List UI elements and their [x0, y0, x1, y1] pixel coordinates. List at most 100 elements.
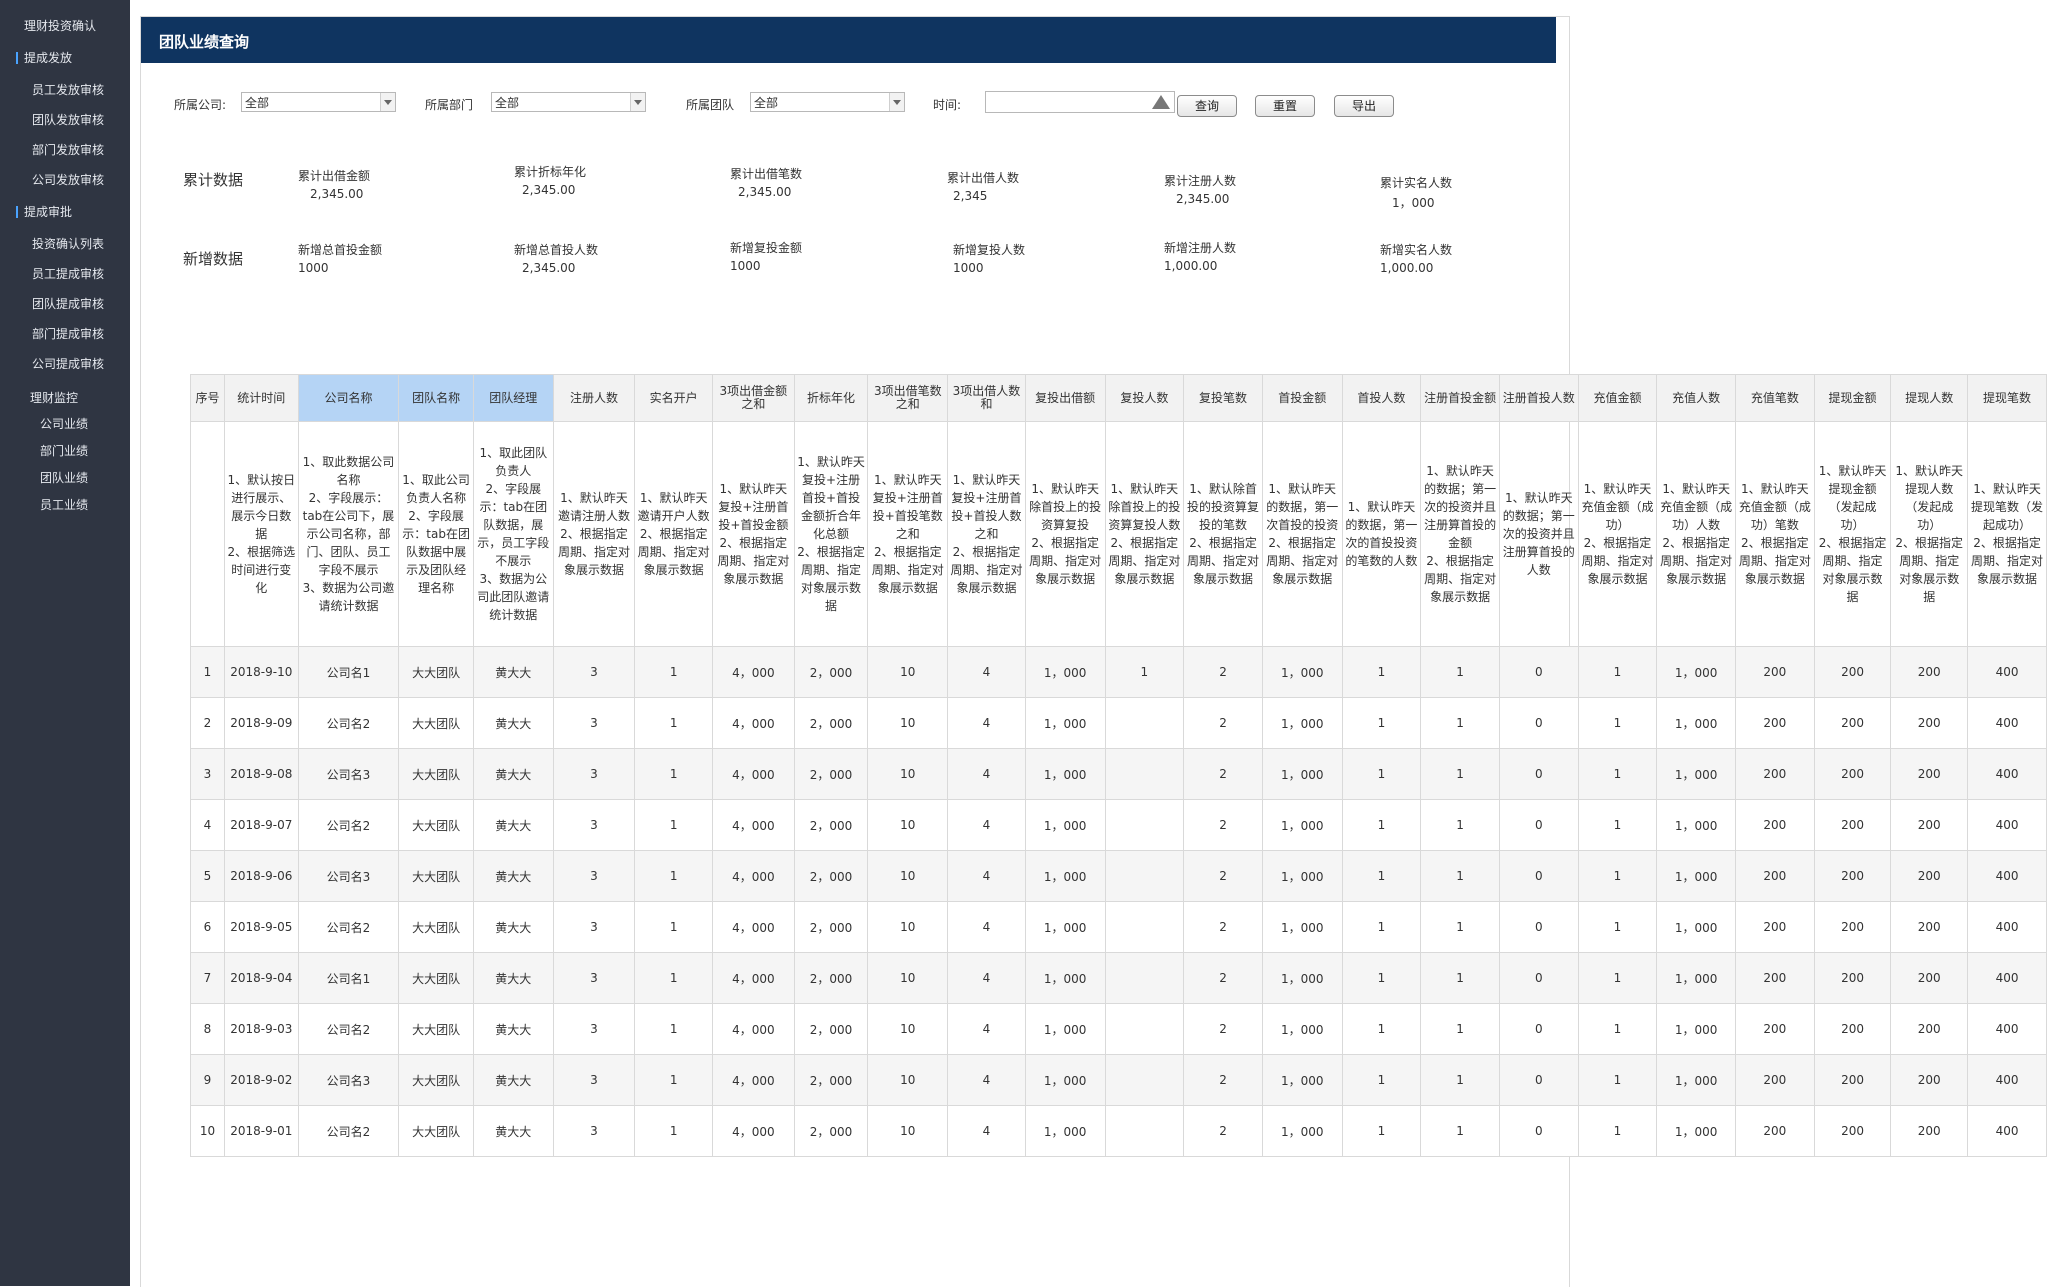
column-header[interactable]: 团队经理 [472, 374, 554, 422]
table-cell: 1，000 [1656, 697, 1736, 749]
sidebar-group-commission-payout[interactable]: 提成发放 [0, 48, 154, 68]
table-row[interactable]: 6 2018-9-05 公司名2 大大团队 黄大大 3 1 4，000 2，000 10 4 1，00… [190, 901, 2047, 953]
table-cell: 1，000 [1656, 850, 1736, 902]
column-header[interactable]: 复投出借额 [1024, 374, 1106, 422]
column-header[interactable]: 提现人数 [1890, 374, 1969, 422]
sidebar-item-company-payout-review[interactable]: 公司发放审核 [0, 170, 162, 190]
column-header[interactable]: 首投金额 [1261, 374, 1343, 422]
stat-label: 新增实名人数 [1380, 243, 1453, 257]
sidebar-group-finance-monitor[interactable]: 理财监控 [0, 388, 160, 408]
sidebar-item-label: 公司发放审核 [32, 173, 105, 187]
company-select[interactable]: 全部 [241, 92, 396, 112]
column-header[interactable]: 折标年化 [793, 374, 869, 422]
column-header[interactable]: 注册人数 [552, 374, 636, 422]
table-cell: 1，000 [1024, 1054, 1106, 1106]
column-header[interactable]: 3项出借金额之和 [712, 374, 795, 422]
table-row[interactable]: 8 2018-9-03 公司名2 大大团队 黄大大 3 1 4，000 2，000 10 4 1，00… [190, 1003, 2047, 1055]
sidebar-item-employee-commission-review[interactable]: 员工提成审核 [0, 264, 162, 284]
column-description: 1、默认昨天的数据；第一次的投资并且注册算首投的人数 [1498, 421, 1579, 647]
table-cell: 1 [1577, 901, 1658, 953]
chevron-down-icon[interactable] [630, 93, 645, 111]
table-cell: 200 [1735, 748, 1815, 800]
column-header[interactable]: 提现金额 [1813, 374, 1892, 422]
table-row[interactable]: 7 2018-9-04 公司名1 大大团队 黄大大 3 1 4，000 2，000 10 4 1，00… [190, 952, 2047, 1004]
sidebar-group-commission-approval[interactable]: 提成审批 [0, 202, 154, 222]
table-cell: 10 [867, 901, 949, 953]
column-header[interactable]: 首投人数 [1341, 374, 1422, 422]
table-cell: 1 [1341, 850, 1422, 902]
table-row[interactable]: 5 2018-9-06 公司名3 大大团队 黄大大 3 1 4，000 2，000 10 4 1，00… [190, 850, 2047, 902]
sidebar-item-team-performance[interactable]: 团队业绩 [0, 468, 170, 488]
table-cell: 大大团队 [398, 697, 474, 749]
time-input[interactable] [985, 91, 1175, 113]
column-header[interactable]: 序号 [190, 374, 225, 422]
table-row[interactable]: 4 2018-9-07 公司名2 大大团队 黄大大 3 1 4，000 2，000 10 4 1，00… [190, 799, 2047, 851]
sidebar-item-company-performance[interactable]: 公司业绩 [0, 414, 170, 434]
sidebar-item-label: 部门业绩 [40, 444, 89, 458]
table-cell: 4，000 [712, 646, 795, 698]
sidebar-item-employee-performance[interactable]: 员工业绩 [0, 495, 170, 515]
table-cell: 1 [1341, 901, 1422, 953]
column-header[interactable]: 注册首投金额 [1420, 374, 1500, 422]
sidebar-item-investment-confirm-list[interactable]: 投资确认列表 [0, 234, 162, 254]
column-header[interactable]: 充值人数 [1656, 374, 1736, 422]
column-header[interactable]: 统计时间 [223, 374, 299, 422]
column-description: 1、取此公司负责人名称 2、字段展示：tab在团队数据中展示及团队经理名称 [398, 421, 474, 647]
table-row[interactable]: 2 2018-9-09 公司名2 大大团队 黄大大 3 1 4，000 2，000 10 4 1，00… [190, 697, 2047, 749]
column-header[interactable]: 公司名称 [297, 374, 400, 422]
table-cell: 400 [1967, 697, 2047, 749]
stat-label: 新增复投金额 [730, 241, 803, 255]
triangle-up-icon[interactable] [1152, 95, 1170, 109]
table-cell: 1 [634, 1003, 714, 1055]
table-row[interactable]: 1 2018-9-10 公司名1 大大团队 黄大大 3 1 4，000 2，000 10 4 1，00… [190, 646, 2047, 698]
team-performance-table-wrapper: 序号 统计时间 公司名称 团队名称 团队经理 注册人数 实名开户 3项出借金额之和 折标年化 3项… [190, 374, 2047, 1157]
column-header[interactable]: 充值金额 [1577, 374, 1658, 422]
column-header[interactable]: 注册首投人数 [1498, 374, 1579, 422]
reset-button[interactable]: 重置 [1255, 95, 1315, 117]
team-select[interactable]: 全部 [750, 92, 905, 112]
sidebar-item-department-commission-review[interactable]: 部门提成审核 [0, 324, 162, 344]
sidebar-item-department-performance[interactable]: 部门业绩 [0, 441, 170, 461]
column-header[interactable]: 充值笔数 [1735, 374, 1815, 422]
stat-label: 累计出借金额 [298, 169, 371, 183]
column-header[interactable]: 提现笔数 [1967, 374, 2047, 422]
sidebar-item-company-commission-review[interactable]: 公司提成审核 [0, 354, 162, 374]
stat-label: 新增复投人数 [953, 243, 1026, 257]
table-cell: 大大团队 [398, 1105, 474, 1157]
table-cell: 2，000 [793, 850, 869, 902]
sidebar-item-investment-confirm[interactable]: 理财投资确认 [0, 16, 154, 36]
chevron-down-icon[interactable] [889, 93, 904, 111]
column-header[interactable]: 团队名称 [398, 374, 474, 422]
column-header[interactable]: 实名开户 [634, 374, 714, 422]
sidebar-item-label: 提成发放 [24, 51, 73, 65]
stat-label: 新增总首投金额 [298, 243, 383, 257]
table-cell: 1，000 [1024, 952, 1106, 1004]
query-button[interactable]: 查询 [1177, 95, 1237, 117]
sidebar-item-employee-payout-review[interactable]: 员工发放审核 [0, 80, 162, 100]
chevron-down-icon[interactable] [380, 93, 395, 111]
table-cell: 1，000 [1024, 799, 1106, 851]
column-header[interactable]: 3项出借人数和 [947, 374, 1026, 422]
column-header[interactable]: 复投人数 [1104, 374, 1185, 422]
sidebar-item-team-commission-review[interactable]: 团队提成审核 [0, 294, 162, 314]
stat-label: 新增总首投人数 [514, 243, 599, 257]
sidebar-item-label: 团队发放审核 [32, 113, 105, 127]
table-cell: 10 [867, 1054, 949, 1106]
export-button[interactable]: 导出 [1334, 95, 1394, 117]
column-header[interactable]: 3项出借笔数之和 [867, 374, 949, 422]
table-row[interactable]: 10 2018-9-01 公司名2 大大团队 黄大大 3 1 4，000 2，000 10 4 1，0… [190, 1105, 2047, 1157]
table-cell: 4 [947, 901, 1026, 953]
column-header[interactable]: 复投笔数 [1183, 374, 1263, 422]
sidebar-item-department-payout-review[interactable]: 部门发放审核 [0, 140, 162, 160]
sidebar-item-team-payout-review[interactable]: 团队发放审核 [0, 110, 162, 130]
table-cell: 4 [947, 1105, 1026, 1157]
table-row[interactable]: 9 2018-9-02 公司名3 大大团队 黄大大 3 1 4，000 2，000 10 4 1，00… [190, 1054, 2047, 1106]
table-cell: 1 [1341, 799, 1422, 851]
table-cell: 10 [190, 1105, 225, 1157]
table-row[interactable]: 3 2018-9-08 公司名3 大大团队 黄大大 3 1 4，000 2，000 10 4 1，00… [190, 748, 2047, 800]
table-cell [1104, 799, 1185, 851]
column-description: 1、默认昨天提现金额（发起成功） 2、根据指定周期、指定对象展示数据 [1813, 421, 1892, 647]
stat-value: 2,345.00 [738, 185, 792, 199]
department-select[interactable]: 全部 [491, 92, 646, 112]
table-cell: 5 [190, 850, 225, 902]
